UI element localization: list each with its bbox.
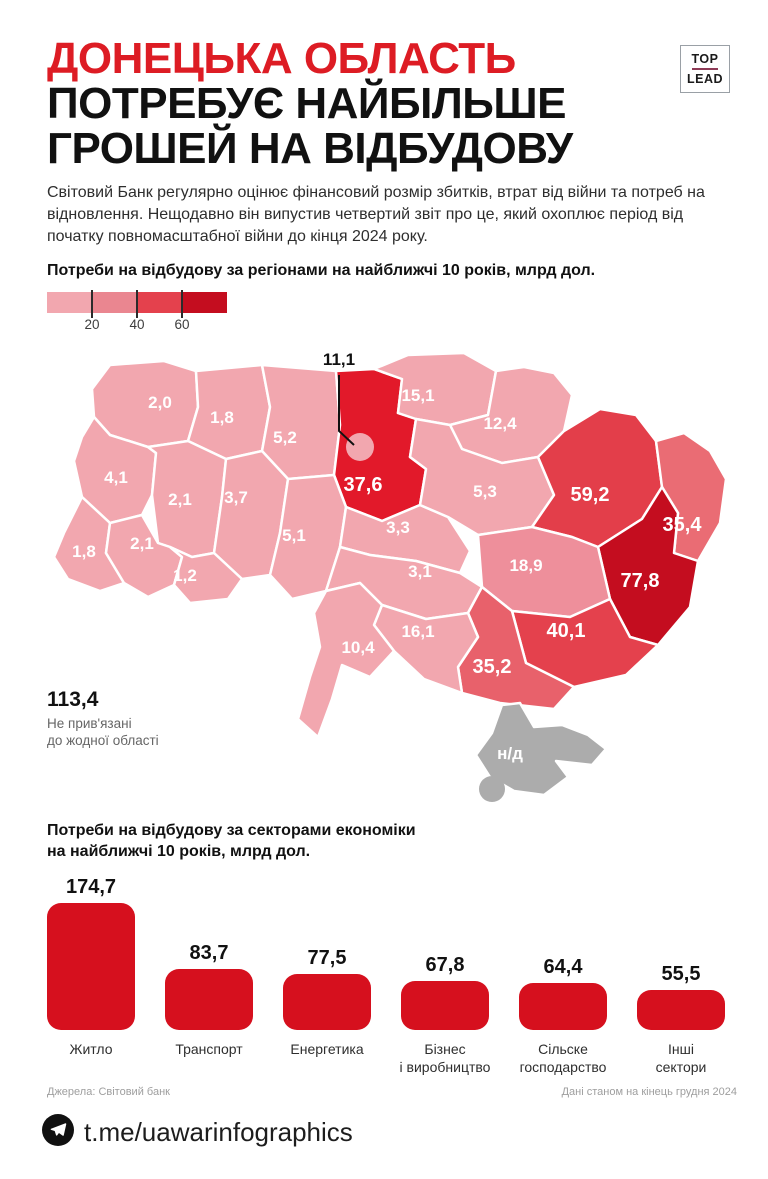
sector-bar-1 bbox=[47, 903, 135, 1030]
map-region-value-dnipropetrovska: 18,9 bbox=[509, 556, 542, 575]
unattributed-note-line1: Не прив'язані bbox=[47, 716, 132, 731]
sectors-heading-line1: Потреби на відбудову за секторами економ… bbox=[47, 822, 416, 839]
sector-bar-value: 77,5 bbox=[307, 947, 347, 969]
map-region-value-vinnytska: 5,1 bbox=[282, 526, 306, 545]
sector-bar-label: Бізнес і виробництво bbox=[385, 1040, 505, 1076]
map-region-value-ternopilska: 2,1 bbox=[168, 490, 192, 509]
sector-bar-label-line: Транспорт bbox=[175, 1041, 243, 1057]
map-region-value-kyivska: 37,6 bbox=[344, 474, 383, 496]
map-region-value-volynska: 2,0 bbox=[148, 393, 172, 412]
unattributed-funds-note: 113,4 Не прив'язані до жодної області bbox=[47, 688, 159, 749]
sector-bar-3 bbox=[283, 974, 371, 1030]
logo-divider bbox=[692, 68, 718, 70]
sector-bar-label-line: Інші bbox=[668, 1041, 694, 1057]
logo-lead-text: LEAD bbox=[686, 72, 724, 86]
map-region-value-mykolaivska: 16,1 bbox=[401, 622, 434, 641]
sector-bar-label-line: господарство bbox=[519, 1059, 607, 1075]
legend-color-segment-3 bbox=[137, 292, 182, 313]
map-region-value-sumska: 12,4 bbox=[483, 414, 517, 433]
map-region-value-poltavska: 5,3 bbox=[473, 482, 497, 501]
map-region-value-odeska: 10,4 bbox=[341, 638, 375, 657]
unattributed-note-line2: до жодної області bbox=[47, 733, 159, 748]
sector-bar-label-line: і виробництво bbox=[399, 1059, 491, 1075]
sector-bar-label-line: сектори bbox=[655, 1059, 707, 1075]
sector-bar-label: Сільске господарство bbox=[503, 1040, 623, 1076]
intro-paragraph: Світовий Банк регулярно оцінює фінансови… bbox=[47, 184, 705, 245]
ukraine-map-svg: 2,0 1,8 5,2 37,6 15,1 12,4 4,1 2,1 3,7 1,8 2,1 1,2 5… bbox=[52, 350, 728, 802]
sector-bar-label-line: Енергетика bbox=[290, 1041, 364, 1057]
top-lead-logo: TOP LEAD bbox=[680, 45, 730, 93]
color-scale-legend bbox=[47, 292, 227, 313]
legend-tick-mark bbox=[136, 290, 138, 318]
map-region-value-kirovohradska: 3,1 bbox=[408, 562, 432, 581]
title-line-3: ГРОШЕЙ НА ВІДБУДОВУ bbox=[47, 124, 573, 173]
data-date-note: Дані станом на кінець грудня 2024 bbox=[561, 1086, 737, 1098]
sector-bar-value: 64,4 bbox=[543, 956, 583, 978]
sector-bar-label: Транспорт bbox=[149, 1040, 269, 1058]
sector-bar-value: 83,7 bbox=[189, 942, 229, 964]
sector-bar-4 bbox=[401, 981, 489, 1030]
legend-color-segment-4 bbox=[182, 292, 227, 313]
sector-bar-label: Інші сектори bbox=[621, 1040, 741, 1076]
map-region-value-zhytomyrska: 5,2 bbox=[273, 428, 297, 447]
map-region-value-ivano-frankivska: 2,1 bbox=[130, 534, 154, 553]
unattributed-value: 113,4 bbox=[47, 688, 99, 711]
source-note: Джерела: Світовий банк bbox=[47, 1086, 170, 1098]
sector-bar-label: Енергетика bbox=[267, 1040, 387, 1058]
sector-bar-5 bbox=[519, 983, 607, 1030]
legend-tick-label: 40 bbox=[129, 317, 145, 332]
telegram-handle: t.me/uawarinfographics bbox=[84, 1117, 353, 1147]
map-region-value-cherkaska: 3,3 bbox=[386, 518, 410, 537]
legend-tick-label: 20 bbox=[84, 317, 100, 332]
sector-bar-label: Житло bbox=[31, 1040, 151, 1058]
map-region-value-chernivetska: 1,2 bbox=[173, 566, 197, 585]
title-line-2: ПОТРЕБУЄ НАЙБІЛЬШЕ bbox=[47, 79, 566, 128]
map-region-chernivetska bbox=[168, 545, 244, 605]
legend-tick-mark bbox=[181, 290, 183, 318]
legend-color-segment-1 bbox=[47, 292, 92, 313]
kyiv-city-circle bbox=[346, 433, 374, 461]
legend-tick-mark bbox=[91, 290, 93, 318]
map-section-heading: Потреби на відбудову за регіонами на най… bbox=[47, 262, 596, 279]
telegram-icon bbox=[42, 1114, 74, 1146]
title-line-red: ДОНЕЦЬКА ОБЛАСТЬ bbox=[47, 34, 516, 83]
sector-bar-2 bbox=[165, 969, 253, 1030]
map-region-value-khersonska: 35,2 bbox=[473, 656, 512, 678]
map-region-odeska bbox=[296, 581, 396, 739]
legend-color-segment-2 bbox=[92, 292, 137, 313]
map-region-value-chernihivska: 15,1 bbox=[401, 386, 434, 405]
sector-bar-6 bbox=[637, 990, 725, 1030]
map-region-value-rivnenska: 1,8 bbox=[210, 408, 234, 427]
telegram-paper-plane-icon bbox=[50, 1123, 67, 1136]
map-region-value-luhanska: 35,4 bbox=[663, 514, 703, 536]
sectors-section-heading: Потреби на відбудову за секторами економ… bbox=[47, 820, 647, 862]
kyiv-city-callout-line bbox=[338, 375, 355, 446]
page-title: ДОНЕЦЬКА ОБЛАСТЬ ПОТРЕБУЄ НАЙБІЛЬШЕ ГРОШ… bbox=[47, 36, 573, 171]
sector-bar-label-line: Сільске bbox=[538, 1041, 588, 1057]
map-region-value-zaporizka: 40,1 bbox=[547, 620, 586, 642]
map-region-value-khmelnytska: 3,7 bbox=[224, 488, 248, 507]
logo-top-text: TOP bbox=[691, 52, 719, 66]
map-region-value-zakarpatska: 1,8 bbox=[72, 542, 96, 561]
sector-bar-label-line: Бізнес bbox=[424, 1041, 466, 1057]
map-region-value-donetska: 77,8 bbox=[621, 570, 660, 592]
sectors-heading-line2: на найближчі 10 років, млрд дол. bbox=[47, 843, 311, 860]
legend-tick-label: 60 bbox=[174, 317, 190, 332]
map-region-krym-islet bbox=[479, 776, 505, 802]
ukraine-choropleth-map: 2,0 1,8 5,2 37,6 15,1 12,4 4,1 2,1 3,7 1,8 2,1 1,2 5… bbox=[30, 345, 740, 815]
kyiv-city-value: 11,1 bbox=[323, 350, 355, 369]
map-region-value-kharkivska: 59,2 bbox=[571, 484, 610, 506]
sector-bar-value: 55,5 bbox=[661, 963, 701, 985]
map-region-value-lvivska: 4,1 bbox=[104, 468, 128, 487]
sector-bar-label-line: Житло bbox=[69, 1041, 113, 1057]
sector-bar-value: 67,8 bbox=[425, 954, 465, 976]
map-region-value-krym: н/д bbox=[497, 744, 523, 763]
sector-bar-value: 174,7 bbox=[65, 876, 117, 898]
